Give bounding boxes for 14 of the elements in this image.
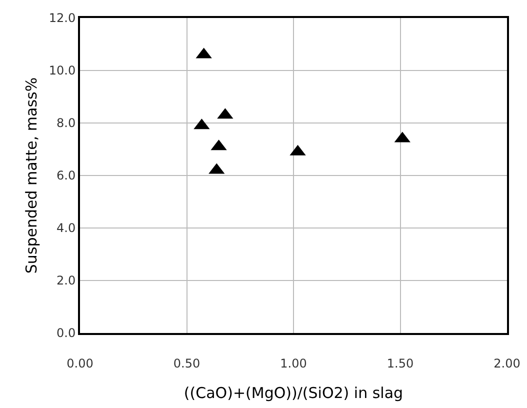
x-tick-label: 2.00 (494, 356, 520, 370)
x-tick-label: 1.50 (386, 356, 414, 370)
x-axis-title: ((CaO)+(MgO))/(SiO2) in slag (184, 384, 404, 402)
y-tick-label: 0.0 (56, 326, 76, 340)
y-tick-label: 12.0 (48, 11, 76, 26)
y-tick-label: 10.0 (48, 64, 76, 78)
y-tick-label: 6.0 (56, 168, 76, 183)
x-tick-label: 0.50 (173, 356, 200, 370)
x-tick-label: 0.00 (66, 356, 94, 370)
y-tick-label: 8.0 (56, 116, 76, 130)
y-tick-label: 2.0 (56, 274, 76, 288)
x-tick-label: 1.00 (280, 356, 307, 370)
y-tick-label: 4.0 (56, 221, 76, 236)
y-axis-title: Suspended matte, mass% (22, 77, 41, 274)
